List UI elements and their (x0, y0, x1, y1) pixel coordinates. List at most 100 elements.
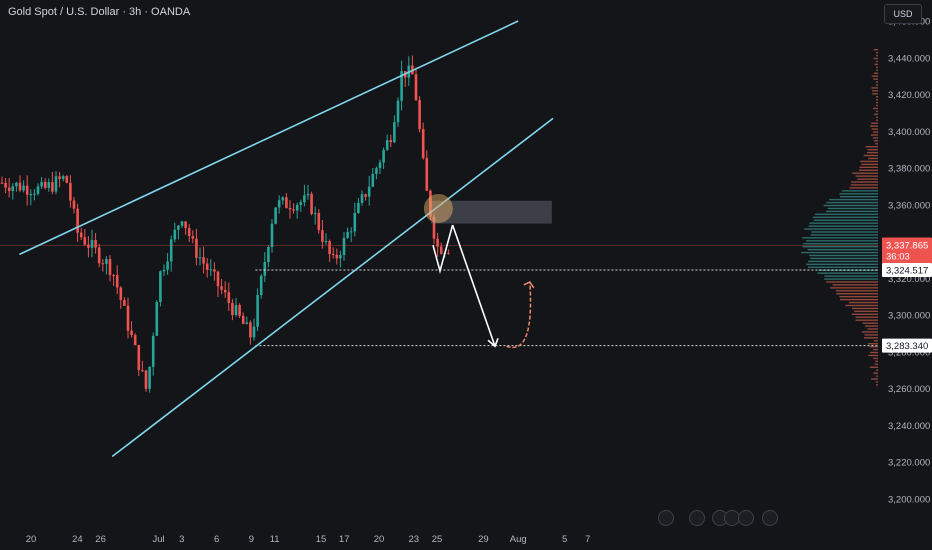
candle-body (425, 158, 429, 191)
candle-body (61, 176, 65, 179)
candle-body (241, 315, 245, 324)
volume-bar (869, 366, 878, 368)
volume-bar (868, 343, 878, 345)
volume-bar (835, 290, 878, 292)
volume-bar (876, 119, 878, 121)
candle-body (339, 254, 342, 259)
volume-bar (817, 272, 878, 274)
volume-bar (873, 340, 878, 342)
volume-bar (855, 319, 878, 321)
volume-bar (876, 84, 878, 86)
candle-body (11, 186, 15, 192)
candle-body (418, 100, 421, 130)
volume-bar (824, 275, 878, 277)
flash-icon[interactable] (658, 510, 674, 526)
volume-bar (876, 369, 878, 371)
candle-body (76, 208, 79, 233)
us-flag-icon[interactable] (738, 510, 754, 526)
candle-body (324, 241, 328, 243)
candle-body (227, 292, 231, 303)
volume-bar (809, 222, 878, 224)
volume-bar (876, 110, 878, 113)
candle-body (162, 269, 166, 272)
volume-bar (839, 193, 878, 195)
candle-body (346, 231, 349, 238)
volume-bar (827, 207, 878, 210)
candle-body (364, 194, 367, 197)
channel-upper-line (19, 20, 519, 256)
volume-bar (864, 337, 878, 339)
volume-bar (823, 204, 878, 207)
candle-body (285, 197, 288, 209)
volume-bar (836, 293, 878, 295)
volume-bar (841, 190, 878, 192)
current-price-box (882, 237, 932, 264)
candles (0, 55, 450, 393)
candle-body (187, 228, 191, 237)
candle-body (249, 322, 252, 338)
currency-button[interactable]: USD (884, 4, 922, 24)
candle-body (429, 190, 432, 217)
volume-bar (808, 260, 878, 263)
volume-bar (876, 98, 878, 101)
volume-bar (808, 225, 878, 227)
volume-bar (860, 160, 878, 163)
x-tick-label: 24 (72, 534, 83, 545)
volume-bar (808, 266, 878, 268)
volume-bar (811, 231, 878, 233)
volume-bar (851, 313, 878, 316)
candle-body (105, 259, 108, 264)
chart-title: Gold Spot / U.S. Dollar · 3h · OANDA (8, 6, 191, 18)
x-tick-label: 3 (179, 534, 184, 545)
volume-bar (839, 298, 878, 301)
volume-bar (851, 307, 878, 310)
candle-body (321, 230, 324, 242)
x-tick-label: Aug (510, 534, 527, 545)
us-flag-icon[interactable] (689, 510, 705, 526)
candle-body (195, 238, 198, 258)
candle-body (256, 294, 259, 327)
volume-bar (873, 372, 878, 374)
us-flag-icon[interactable] (762, 510, 778, 526)
volume-bar (870, 125, 878, 127)
candle-body (432, 216, 436, 239)
candle-body (51, 182, 54, 192)
candle-body (47, 182, 51, 188)
candle-body (349, 231, 353, 233)
volume-bar (865, 325, 878, 327)
candle-body (25, 185, 29, 195)
volume-bar (873, 48, 878, 51)
volume-bar (868, 157, 878, 160)
channel-lower-line (111, 117, 554, 458)
candle-body (234, 305, 238, 316)
volume-bar (874, 63, 878, 66)
volume-bar (876, 104, 878, 107)
volume-bar (807, 248, 878, 251)
volume-bar (803, 243, 878, 245)
current-price-label: 3,337.865 (886, 240, 928, 251)
candle-body (270, 223, 274, 248)
x-tick-label: 29 (478, 534, 489, 545)
volume-bar (876, 384, 878, 386)
candle-body (79, 232, 83, 238)
candle-body (295, 204, 299, 211)
candle-body (342, 237, 346, 255)
volume-profile (801, 48, 878, 386)
volume-bar (873, 357, 878, 360)
volume-bar (855, 316, 878, 318)
candle-body (198, 257, 202, 259)
volume-bar (876, 51, 878, 54)
volume-bar (806, 240, 878, 242)
candle-body (299, 202, 303, 205)
volume-bar (810, 234, 878, 236)
volume-bar (874, 363, 878, 365)
candle-body (112, 274, 115, 276)
candle-body (292, 209, 295, 211)
levels (0, 245, 878, 347)
candle-body (180, 221, 184, 226)
volume-bar (874, 360, 878, 363)
volume-bar (876, 54, 878, 57)
level-price-box (882, 338, 932, 353)
